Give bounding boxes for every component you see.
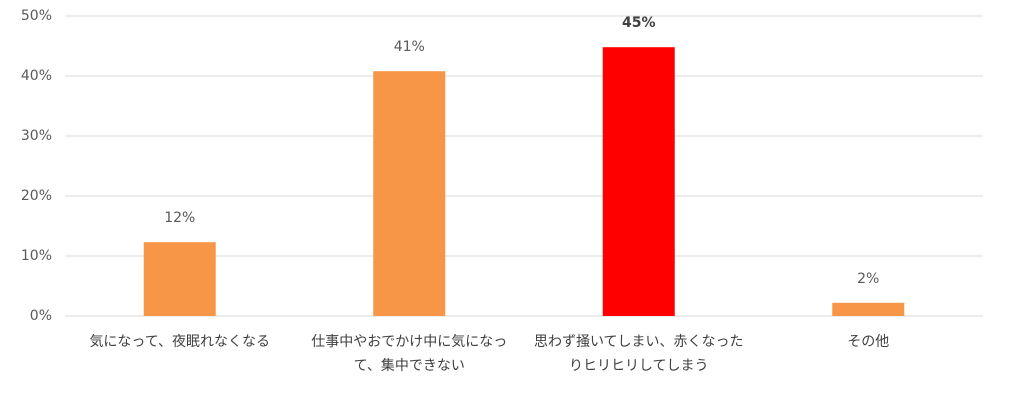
bar — [602, 47, 675, 316]
bar — [143, 242, 216, 316]
value-label: 41% — [394, 39, 425, 55]
y-tick-label: 30% — [21, 128, 52, 144]
value-label: 45% — [622, 15, 656, 31]
x-tick-label: 仕事中やおでかけ中に気になって、集中できない — [311, 334, 508, 374]
value-label: 12% — [164, 210, 195, 226]
x-tick-label: 思わず掻いてしまい、赤くなったりヒリヒリしてしまう — [533, 334, 744, 374]
x-tick-label: 気になって、夜眠れなくなる — [89, 334, 271, 350]
x-tick-label: その他 — [847, 334, 890, 350]
value-label: 2% — [857, 271, 879, 287]
y-tick-label: 20% — [21, 188, 52, 204]
bar — [373, 71, 446, 316]
y-tick-label: 0% — [30, 308, 52, 324]
y-tick-label: 10% — [21, 248, 52, 264]
y-tick-label: 50% — [21, 8, 52, 24]
y-tick-label: 40% — [21, 68, 52, 84]
bar — [832, 302, 905, 316]
